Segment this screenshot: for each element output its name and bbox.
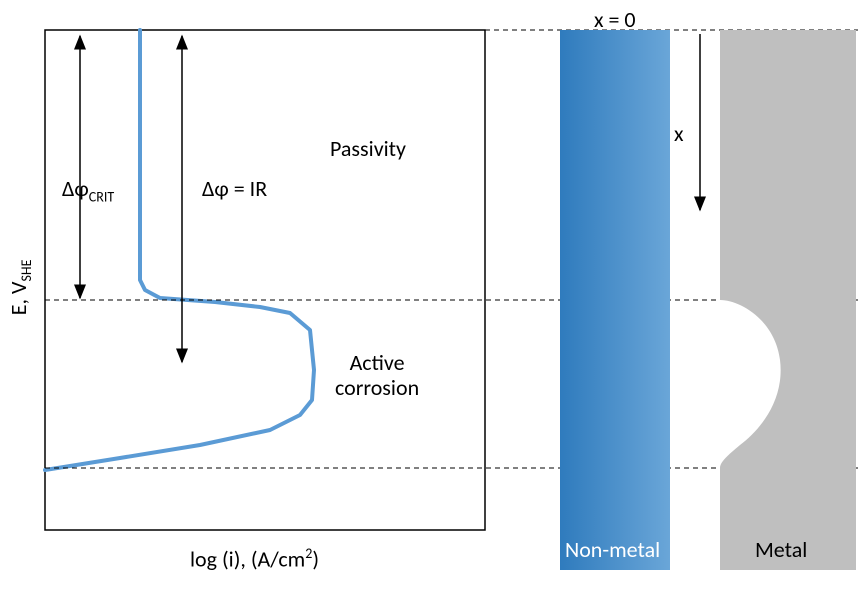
metal-slab bbox=[720, 30, 856, 570]
active-text-2: corrosion bbox=[335, 374, 419, 401]
delta-phi-ir-text: Δφ = IR bbox=[202, 175, 267, 202]
nonmetal-label: Non-metal bbox=[565, 536, 660, 563]
x-var-text: x bbox=[674, 120, 684, 147]
nonmetal-slab bbox=[560, 30, 670, 570]
diagram-svg bbox=[0, 0, 858, 608]
x-axis-label: log (i), (A/cm2) bbox=[190, 545, 319, 572]
x-zero-label: x = 0 bbox=[594, 6, 636, 33]
x-zero-text: x = 0 bbox=[594, 6, 636, 33]
active-text-1: Active bbox=[350, 349, 405, 376]
y-axis-label-text: E, V bbox=[5, 282, 32, 316]
x-axis-label-tail: ) bbox=[312, 545, 319, 572]
delta-phi-ir-label: Δφ = IR bbox=[202, 175, 267, 202]
passivity-region-label: Passivity bbox=[330, 135, 406, 162]
metal-text: Metal bbox=[755, 536, 807, 563]
nonmetal-text: Non-metal bbox=[565, 536, 660, 563]
x-axis-label-text: log (i), (A/cm bbox=[190, 545, 305, 572]
metal-label: Metal bbox=[755, 536, 807, 563]
delta-phi-crit-pre: Δφ bbox=[62, 175, 89, 202]
delta-phi-crit-label: ΔφCRIT bbox=[62, 175, 114, 205]
x-var-label: x bbox=[674, 120, 684, 147]
plot-frame bbox=[45, 30, 485, 530]
y-axis-label: E, VSHE bbox=[5, 255, 35, 315]
passivity-text: Passivity bbox=[330, 135, 406, 162]
active-region-label: Active corrosion bbox=[335, 350, 419, 401]
y-axis-label-sub: SHE bbox=[18, 260, 35, 282]
delta-phi-crit-sub: CRIT bbox=[89, 188, 114, 205]
